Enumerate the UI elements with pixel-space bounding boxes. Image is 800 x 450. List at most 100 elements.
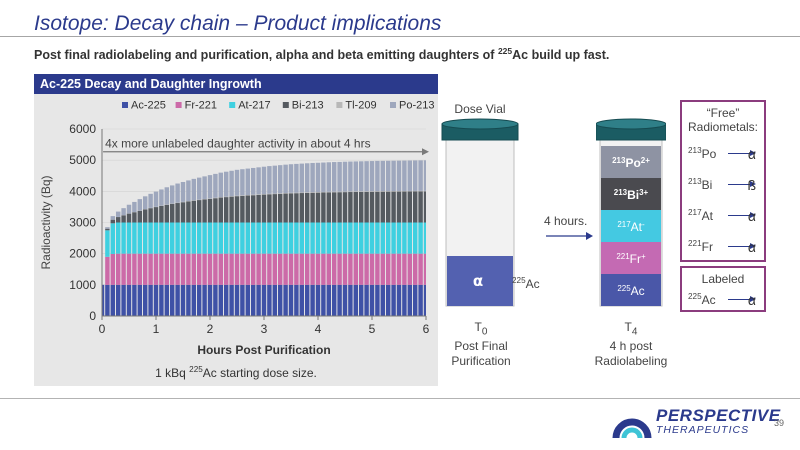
bar-segment-fr-221	[191, 253, 197, 285]
bar-segment-ac-225	[342, 284, 348, 316]
time-arrow-head	[586, 232, 593, 240]
bar-segment-fr-221	[277, 253, 283, 285]
bar-segment-tl-209	[385, 191, 391, 192]
bar-segment-fr-221	[326, 253, 332, 285]
bar-segment-at-217	[256, 222, 261, 254]
bar-segment-ac-225	[402, 284, 407, 316]
free-radiometals-box: “Free” Radiometals: 213Po α 213Bi ß 217At α 22…	[680, 100, 766, 262]
logo-outer-arc	[612, 418, 652, 439]
bar-segment-fr-221	[353, 253, 359, 285]
bar-segment-fr-221	[315, 253, 321, 285]
legend-item-po-213: Po-213	[390, 100, 434, 112]
bar-segment-fr-221	[342, 253, 348, 285]
bar-segment-fr-221	[402, 253, 407, 285]
bar-segment-fr-221	[126, 253, 132, 285]
bar-segment-po-213	[321, 162, 326, 192]
bar-segment-po-213	[418, 160, 423, 191]
free-box-title-1: “Free”	[706, 106, 740, 120]
legend-item-bi-213: Bi-213	[282, 100, 324, 112]
x-tick-label: 2	[207, 322, 214, 336]
bar-segment-at-217	[250, 222, 256, 254]
bar-segment-bi-213	[364, 191, 369, 223]
layer-label: 213Po2+	[612, 156, 650, 170]
bar-segment-ac-225	[423, 284, 426, 316]
bar-segment-at-217	[299, 222, 305, 254]
bar-segment-ac-225	[153, 284, 159, 316]
bar-segment-bi-213	[353, 191, 359, 223]
bar-segment-fr-221	[331, 253, 337, 285]
y-tick-label: 5000	[69, 153, 96, 167]
bar-segment-ac-225	[207, 284, 213, 316]
bar-segment-at-217	[412, 222, 418, 254]
bar-segment-at-217	[229, 222, 234, 254]
bar-segment-tl-209	[402, 190, 407, 192]
bar-segment-bi-213	[331, 192, 337, 223]
bar-segment-ac-225	[126, 284, 132, 316]
bar-segment-at-217	[115, 222, 121, 254]
bar-segment-fr-221	[110, 253, 116, 285]
bar-segment-tl-209	[234, 195, 240, 197]
bar-segment-fr-221	[283, 253, 288, 285]
bar-segment-bi-213	[245, 195, 251, 223]
bar-segment-po-213	[310, 162, 315, 193]
bar-segment-bi-213	[121, 215, 126, 223]
bar-segment-at-217	[423, 222, 426, 254]
bar-segment-po-213	[175, 183, 180, 203]
bar-segment-fr-221	[186, 253, 191, 285]
bar-segment-fr-221	[412, 253, 418, 285]
caption-isotope-mass: 225	[189, 365, 203, 374]
decay-chart: Ac-225 Fr-221 At-217 Bi-213 Tl-209 Po-213 0 100…	[39, 100, 434, 358]
bar-segment-fr-221	[321, 253, 326, 285]
bar-segment-tl-209	[407, 190, 413, 192]
labeled-arrow-icon	[728, 296, 756, 302]
bar-segment-ac-225	[110, 284, 116, 316]
legend-label: Po-213	[399, 100, 434, 112]
bar-segment-po-213	[294, 163, 299, 193]
bar-segment-at-217	[213, 222, 218, 254]
bar-segment-po-213	[196, 177, 202, 200]
bar-segment-bi-213	[169, 203, 175, 223]
bar-segment-fr-221	[375, 253, 380, 285]
bar-segment-bi-213	[385, 191, 391, 223]
bar-segment-po-213	[369, 161, 375, 192]
bar-segment-at-217	[175, 222, 180, 254]
bar-segment-tl-209	[418, 190, 423, 192]
bar-segment-po-213	[315, 162, 321, 193]
bar-segment-po-213	[223, 171, 229, 197]
layer-fill	[601, 210, 661, 242]
bar-segment-fr-221	[358, 253, 364, 285]
bar-segment-fr-221	[180, 253, 186, 285]
bar-segment-po-213	[191, 178, 197, 201]
bar-segment-fr-221	[142, 253, 148, 285]
ac225-mass: 225	[512, 276, 526, 285]
bar-segment-fr-221	[148, 253, 153, 285]
bar-segment-at-217	[148, 222, 153, 254]
bar-segment-at-217	[342, 222, 348, 254]
bar-segment-po-213	[385, 160, 391, 192]
bar-segment-tl-209	[288, 192, 294, 194]
bar-segment-fr-221	[250, 253, 256, 285]
bar-segment-at-217	[218, 222, 224, 254]
bar-segment-bi-213	[207, 198, 213, 223]
bar-segment-po-213	[348, 161, 353, 192]
labeled-mass: 225	[688, 292, 702, 301]
bar-segment-po-213	[121, 208, 126, 216]
legend-label: Ac-225	[131, 100, 166, 112]
vial-t4-cap-top	[596, 118, 666, 130]
y-tick-label: 4000	[69, 184, 96, 198]
bar-segment-po-213	[299, 163, 305, 193]
bar-segment-tl-209	[321, 191, 326, 193]
bar-segment-bi-213	[142, 209, 148, 223]
x-tick-label: 1	[153, 322, 160, 336]
x-tick-label: 0	[99, 322, 106, 336]
bar-segment-at-217	[126, 222, 132, 254]
bar-segment-ac-225	[418, 284, 423, 316]
bar-segment-po-213	[186, 180, 191, 202]
bar-segment-po-213	[272, 165, 278, 194]
t0-time-sub: 0	[481, 326, 488, 338]
bar-segment-ac-225	[191, 284, 197, 316]
free-element: Bi	[701, 178, 713, 192]
layer-fr: 221Fr+	[601, 242, 661, 274]
bar-segment-po-213	[202, 176, 207, 199]
bar-segment-po-213	[256, 167, 261, 195]
